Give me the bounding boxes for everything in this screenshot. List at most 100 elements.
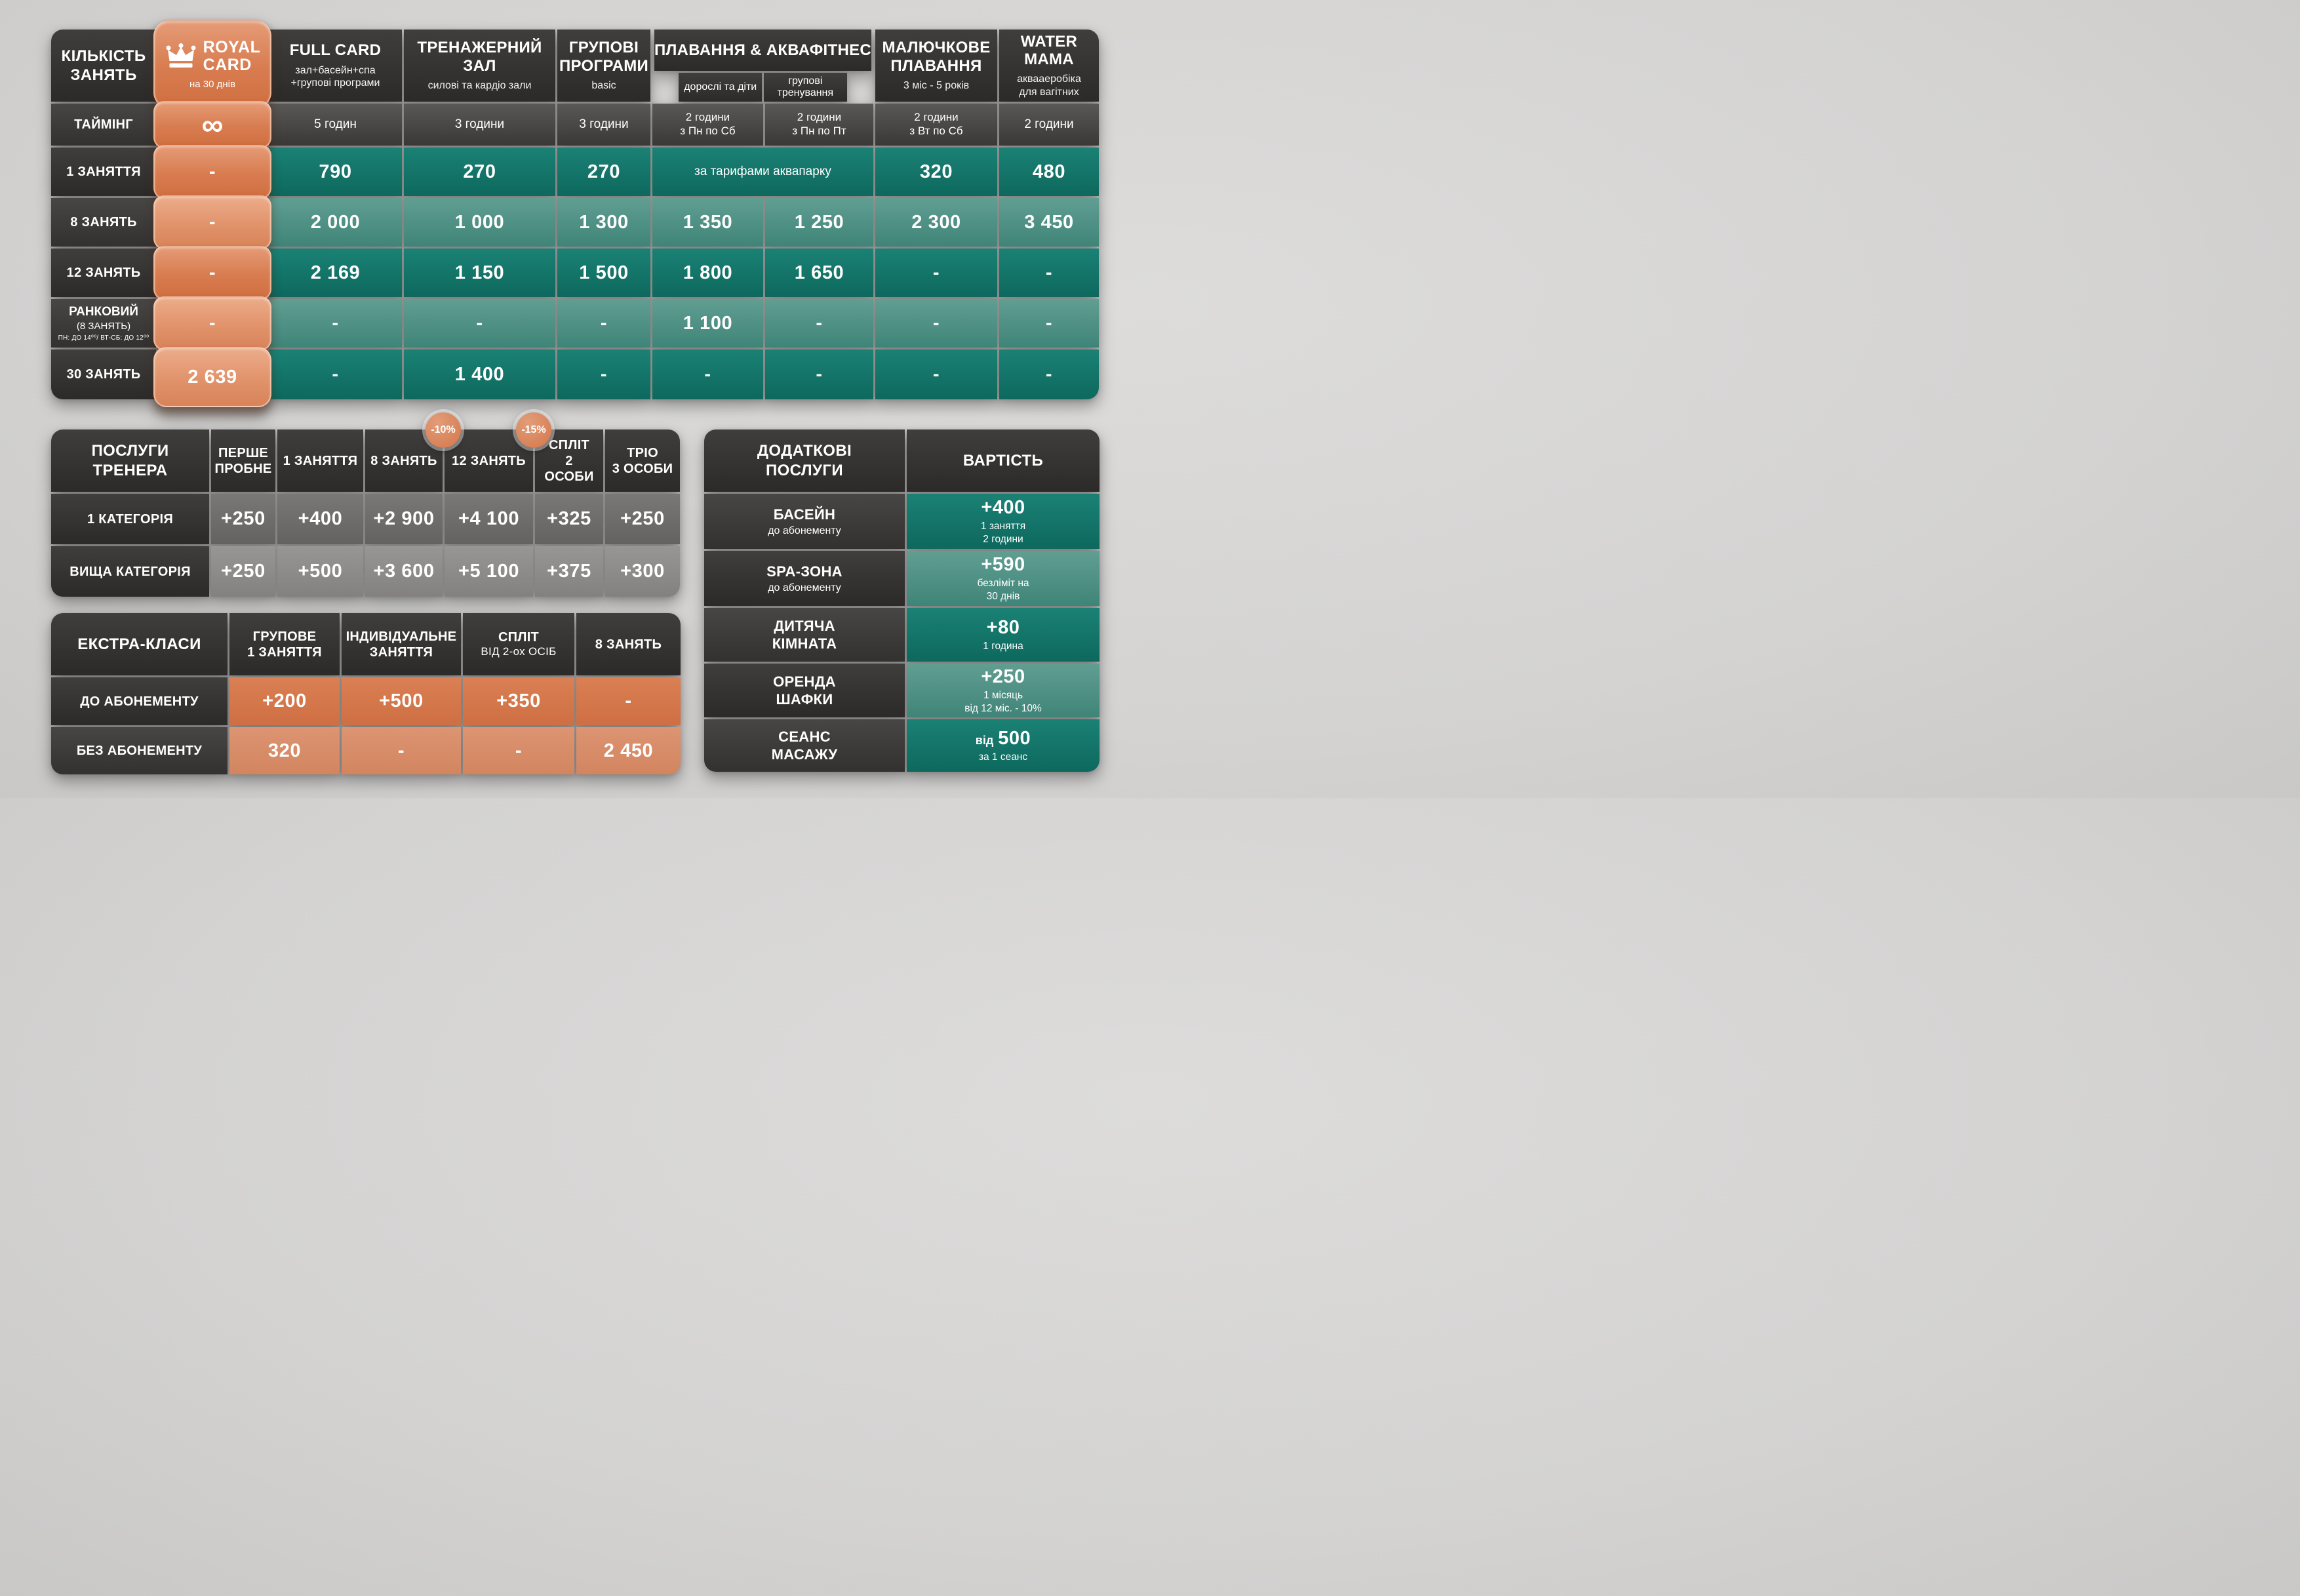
column-header-group-programs: ГРУПОВІ ПРОГРАМИ basic	[557, 30, 650, 102]
trainer-header-8-sessions: 8 ЗАНЯТЬ	[365, 429, 443, 492]
service-label-locker-rental: ОРЕНДА ШАФКИ	[704, 664, 905, 717]
swimming-title-cell: ПЛАВАННЯ & АКВАФІТНЕС	[654, 30, 872, 71]
royal-1-session-pill: -	[153, 145, 271, 199]
extra-without-8-sessions: 2 450	[576, 727, 681, 774]
service-label-massage: СЕАНС МАСАЖУ	[704, 719, 905, 772]
swimming-title: ПЛАВАННЯ & АКВАФІТНЕС	[654, 41, 872, 59]
subcolumn-group-label: групові тренування	[777, 75, 834, 98]
full-card-sub2: +групові програми	[290, 77, 380, 89]
royal-30-sessions-cell: 2 639	[153, 347, 271, 407]
royal-card-header: ROYAL CARD на 30 днів	[153, 20, 271, 108]
water-mama-title1: WATER	[1020, 32, 1078, 50]
extra-header-group-1-session: ГРУПОВЕ 1 ЗАНЯТТЯ	[229, 613, 340, 675]
price-1-session-water-mama: 480	[999, 148, 1099, 196]
royal-timing-pill: ∞	[153, 101, 271, 148]
trainer-header-12-sessions: 12 ЗАНЯТЬ	[445, 429, 533, 492]
services-header-price: ВАРТІСТЬ	[907, 429, 1100, 492]
price-1-session-swimming-note: за тарифами аквапарку	[652, 148, 873, 196]
extra-header-split: СПЛІТ ВІД 2-ох ОСІБ	[463, 613, 574, 675]
extra-with-individual: +500	[342, 677, 461, 725]
trainer-top-first-trial: +250	[211, 546, 275, 597]
royal-1-session-cell: -	[153, 145, 271, 199]
price-8-sessions-gym: 1 000	[404, 198, 555, 247]
extra-header-8-sessions: 8 ЗАНЯТЬ	[576, 613, 681, 675]
discount-badge-15: -15%	[516, 412, 551, 448]
trainer-top-1-session: +500	[277, 546, 363, 597]
row-label-timing: ТАЙМІНГ	[51, 104, 156, 146]
trainer-row-label-category-1: 1 КАТЕГОРІЯ	[51, 494, 209, 544]
price-morning-full-card: -	[269, 299, 402, 348]
price-30-sessions-group: -	[557, 349, 650, 399]
extra-without-split: -	[463, 727, 574, 774]
price-1-session-group: 270	[557, 148, 650, 196]
gym-title2: ЗАЛ	[463, 56, 496, 75]
group-title1: ГРУПОВІ	[568, 39, 639, 57]
price-12-sessions-water-mama: -	[999, 249, 1099, 297]
royal-timing-cell: ∞	[153, 101, 271, 148]
price-30-sessions-swim-group: -	[765, 349, 873, 399]
baby-title2: ПЛАВАННЯ	[890, 56, 982, 75]
water-mama-sub1: аквааеробіка	[1017, 73, 1081, 85]
full-card-title: FULL CARD	[289, 41, 382, 60]
extra-with-8-sessions: -	[576, 677, 681, 725]
timing-gym: 3 години	[404, 104, 555, 146]
subcolumn-adults-label: дорослі та діти	[684, 81, 757, 92]
extra-row-label-with-membership: ДО АБОНЕМЕНТУ	[51, 677, 228, 725]
full-card-sub1: зал+басейн+спа	[295, 64, 376, 76]
price-30-sessions-full-card: -	[269, 349, 402, 399]
price-30-sessions-gym: 1 400	[404, 349, 555, 399]
column-header-gym: ТРЕНАЖЕРНИЙ ЗАЛ силові та кардіо зали	[404, 30, 555, 102]
royal-12-sessions-cell: -	[153, 246, 271, 300]
timing-swim-adults: 2 години з Пн по Сб	[652, 104, 763, 146]
trainer-top-split: +375	[535, 546, 603, 597]
trainer-top-8-sessions: +3 600	[365, 546, 443, 597]
crown-icon	[166, 43, 196, 68]
infinity-symbol: ∞	[201, 107, 224, 142]
royal-name-line2: CARD	[203, 56, 252, 74]
trainer-cat1-trio: +250	[605, 494, 680, 544]
price-30-sessions-swim-adults: -	[652, 349, 763, 399]
timing-group: 3 години	[557, 104, 650, 146]
royal-morning-pill: -	[153, 296, 271, 350]
column-header-water-mama: WATER МАМА аквааеробіка для вагітних	[999, 30, 1099, 102]
extra-with-split: +350	[463, 677, 574, 725]
trainer-services-table: -10% -15% ПОСЛУГИ ТРЕНЕРА ПЕРШЕ ПРОБНЕ 1…	[51, 412, 680, 597]
trainer-cat1-8-sessions: +2 900	[365, 494, 443, 544]
timing-full-card: 5 годин	[269, 104, 402, 146]
trainer-cat1-split: +325	[535, 494, 603, 544]
price-1-session-gym: 270	[404, 148, 555, 196]
service-price-massage: від 500 за 1 сеанс	[907, 719, 1100, 772]
royal-card-title-row: ROYAL CARD	[165, 39, 261, 74]
trainer-cat1-12-sessions: +4 100	[445, 494, 533, 544]
trainer-row-label-top-category: ВИЩА КАТЕГОРІЯ	[51, 546, 209, 597]
water-mama-title2: МАМА	[1024, 50, 1074, 68]
water-mama-sub2: для вагітних	[1019, 86, 1079, 98]
price-30-sessions-baby: -	[875, 349, 997, 399]
price-morning-swim-adults: 1 100	[652, 299, 763, 348]
royal-8-sessions-pill: -	[153, 195, 271, 249]
royal-name-line1: ROYAL	[203, 38, 261, 56]
price-30-sessions-water-mama: -	[999, 349, 1099, 399]
row-label-morning: РАНКОВИЙ (8 ЗАНЯТЬ) ПН: ДО 14⁰⁰/ ВТ-СБ: …	[51, 299, 156, 348]
timing-swim-group: 2 години з Пн по Пт	[765, 104, 873, 146]
price-12-sessions-baby: -	[875, 249, 997, 297]
royal-30-sessions-pill: 2 639	[153, 347, 271, 407]
price-12-sessions-group: 1 500	[557, 249, 650, 297]
additional-services-panel: ДОДАТКОВІ ПОСЛУГИ ВАРТІСТЬ БАСЕЙН до або…	[704, 429, 1100, 772]
row-label-12-sessions: 12 ЗАНЯТЬ	[51, 249, 156, 297]
extra-without-individual: -	[342, 727, 461, 774]
price-8-sessions-swim-adults: 1 350	[652, 198, 763, 247]
service-price-kids-room: +80 1 година	[907, 608, 1100, 662]
column-header-baby-swimming: МАЛЮЧКОВЕ ПЛАВАННЯ 3 міс - 5 років	[875, 30, 997, 102]
royal-8-sessions-cell: -	[153, 195, 271, 249]
trainer-top-12-sessions: +5 100	[445, 546, 533, 597]
extra-without-group-one: 320	[229, 727, 340, 774]
trainer-cat1-1-session: +400	[277, 494, 363, 544]
trainer-corner-header: ПОСЛУГИ ТРЕНЕРА	[51, 429, 209, 492]
royal-morning-cell: -	[153, 296, 271, 350]
gym-title1: ТРЕНАЖЕРНИЙ	[417, 39, 542, 57]
corner-line2: ЗАНЯТЬ	[70, 66, 137, 84]
price-12-sessions-full-card: 2 169	[269, 249, 402, 297]
price-8-sessions-swim-group: 1 250	[765, 198, 873, 247]
services-header-left: ДОДАТКОВІ ПОСЛУГИ	[704, 429, 905, 492]
